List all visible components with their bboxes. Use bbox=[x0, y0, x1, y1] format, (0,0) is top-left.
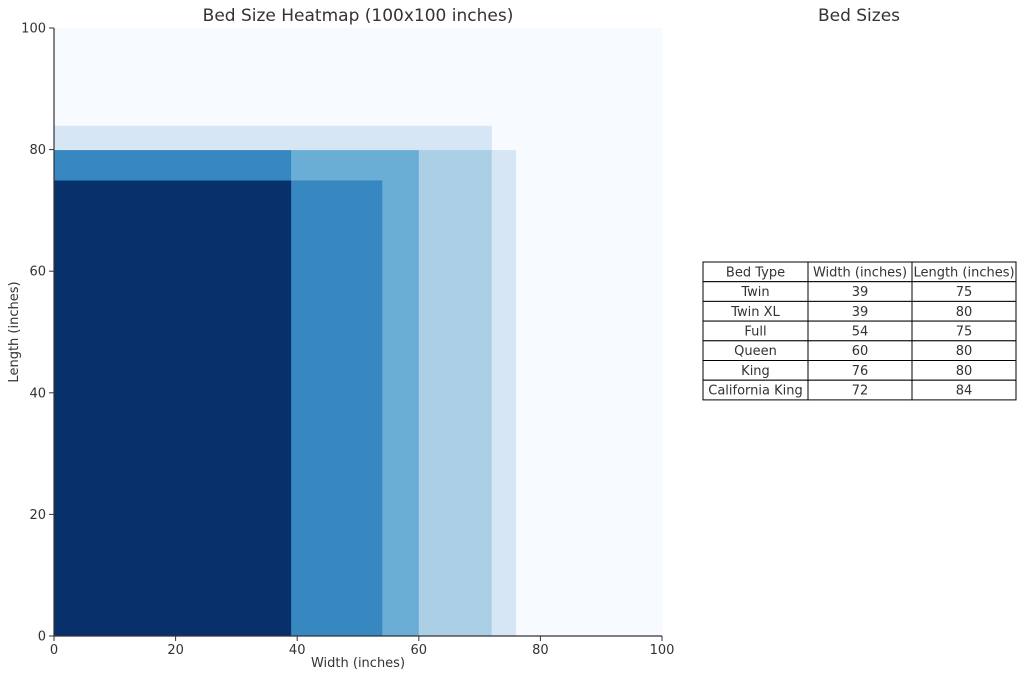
heatmap-cell bbox=[54, 125, 292, 151]
table-cell-text: 76 bbox=[852, 364, 869, 379]
table-cell-text: Queen bbox=[734, 344, 777, 359]
heatmap-axes bbox=[53, 28, 662, 637]
heatmap-cell bbox=[382, 125, 420, 151]
heatmap-title: Bed Size Heatmap (100x100 inches) bbox=[203, 6, 514, 26]
table-cell-text: 39 bbox=[852, 285, 869, 300]
heatmap-cell bbox=[382, 28, 420, 126]
heatmap-cell bbox=[382, 149, 420, 181]
y-tick-label: 20 bbox=[29, 508, 46, 523]
heatmap-cell bbox=[418, 180, 493, 637]
table-cell-text: 60 bbox=[852, 344, 869, 359]
table-cell-text: 75 bbox=[956, 285, 973, 300]
heatmap-cells bbox=[54, 28, 663, 637]
y-tick-label: 100 bbox=[21, 22, 46, 37]
table-cell-text: 39 bbox=[852, 305, 869, 320]
heatmap-cell bbox=[516, 28, 663, 126]
heatmap-cell bbox=[382, 180, 420, 637]
heatmap-cell bbox=[291, 125, 383, 151]
table-cell-text: 54 bbox=[852, 324, 869, 339]
table-cell-text: Twin bbox=[740, 285, 769, 300]
heatmap-cell bbox=[291, 180, 383, 637]
table-cell bbox=[911, 379, 1017, 401]
heatmap-cell bbox=[491, 125, 517, 151]
y-tick-label: 40 bbox=[29, 386, 46, 401]
heatmap-panel: Bed Size Heatmap (100x100 inches) 0 20 40 6… bbox=[7, 6, 674, 671]
heatmap-cell bbox=[418, 125, 493, 151]
heatmap-cell bbox=[491, 180, 517, 637]
y-axis-label: Length (inches) bbox=[7, 281, 22, 382]
heatmap-cell bbox=[418, 28, 493, 126]
x-tick-label: 0 bbox=[50, 643, 58, 658]
x-axis-ticks: 0 20 40 60 80 100 bbox=[50, 636, 675, 658]
heatmap-cell bbox=[418, 149, 493, 181]
x-tick-label: 80 bbox=[532, 643, 549, 658]
table-header-text: Length (inches) bbox=[913, 265, 1014, 280]
heatmap-cell bbox=[291, 28, 383, 126]
table-cell-text: Full bbox=[744, 324, 766, 339]
table-panel: Bed Sizes Bed Type Width (inches) Length (… bbox=[702, 6, 1017, 401]
table-cell-text: 84 bbox=[956, 384, 973, 399]
x-tick-label: 40 bbox=[289, 643, 306, 658]
table-cell-text: California King bbox=[708, 384, 803, 399]
heatmap-cell bbox=[54, 149, 292, 181]
heatmap-cell bbox=[491, 28, 517, 126]
table-cell-text: 80 bbox=[956, 305, 973, 320]
y-tick-label: 0 bbox=[38, 630, 46, 645]
y-tick-label: 80 bbox=[29, 143, 46, 158]
table-cell-text: 72 bbox=[852, 384, 869, 399]
table-cell-text: 80 bbox=[956, 364, 973, 379]
heatmap-cell bbox=[516, 180, 663, 637]
y-axis-ticks: 0 20 40 60 80 100 bbox=[21, 22, 54, 645]
table-cell-text: King bbox=[741, 364, 770, 379]
table-header-text: Bed Type bbox=[726, 265, 785, 280]
heatmap-cell bbox=[516, 125, 663, 151]
heatmap-cell bbox=[291, 149, 383, 181]
x-axis-label: Width (inches) bbox=[311, 656, 405, 671]
table-cell-text: 75 bbox=[956, 324, 973, 339]
heatmap-cell bbox=[54, 28, 292, 126]
table-title: Bed Sizes bbox=[818, 6, 900, 26]
table-cell-text: 80 bbox=[956, 344, 973, 359]
heatmap-cell bbox=[516, 149, 663, 181]
heatmap-cell bbox=[491, 149, 517, 181]
x-tick-label: 20 bbox=[167, 643, 184, 658]
y-tick-label: 60 bbox=[29, 265, 46, 280]
x-tick-label: 60 bbox=[411, 643, 428, 658]
heatmap-cell bbox=[54, 180, 292, 637]
bed-sizes-table: Bed Type Width (inches) Length (inches) Twi… bbox=[702, 261, 1017, 401]
table-cell-text: Twin XL bbox=[730, 305, 780, 320]
table-header-text: Width (inches) bbox=[813, 265, 907, 280]
x-tick-label: 100 bbox=[650, 643, 675, 658]
